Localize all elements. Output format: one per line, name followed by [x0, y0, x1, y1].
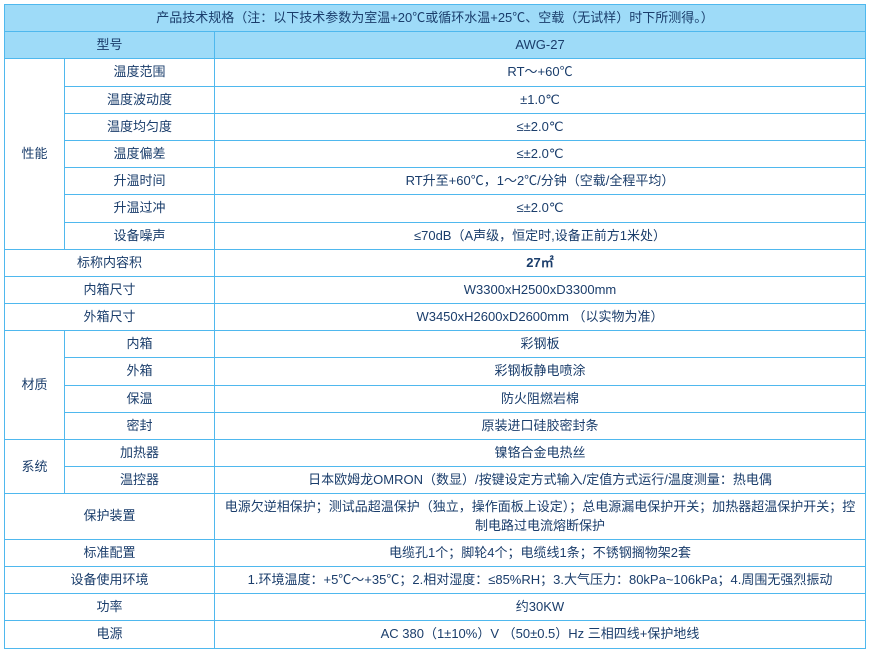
perf-fluctuation-row: 温度波动度 ±1.0℃ — [5, 86, 866, 113]
perf-uniformity-value: ≤±2.0℃ — [215, 113, 866, 140]
inner-dim-row: 内箱尺寸 W3300xH2500xD3300mm — [5, 276, 866, 303]
perf-deviation-value: ≤±2.0℃ — [215, 140, 866, 167]
system-heater-label: 加热器 — [65, 440, 215, 467]
material-seal-row: 密封 原装进口硅胶密封条 — [5, 412, 866, 439]
material-inner-label: 内箱 — [65, 331, 215, 358]
perf-deviation-row: 温度偏差 ≤±2.0℃ — [5, 140, 866, 167]
material-insulation-row: 保温 防火阻燃岩棉 — [5, 385, 866, 412]
supply-row: 电源 AC 380（1±10%）V （50±0.5）Hz 三相四线+保护地线 — [5, 621, 866, 648]
perf-uniformity-row: 温度均匀度 ≤±2.0℃ — [5, 113, 866, 140]
system-heater-row: 系统 加热器 镍铬合金电热丝 — [5, 440, 866, 467]
supply-value: AC 380（1±10%）V （50±0.5）Hz 三相四线+保护地线 — [215, 621, 866, 648]
material-seal-label: 密封 — [65, 412, 215, 439]
environment-label: 设备使用环境 — [5, 566, 215, 593]
model-value: AWG-27 — [215, 32, 866, 59]
outer-dim-label: 外箱尺寸 — [5, 304, 215, 331]
perf-temp-range-value: RT～+60℃ — [215, 59, 866, 86]
material-outer-label: 外箱 — [65, 358, 215, 385]
perf-deviation-label: 温度偏差 — [65, 140, 215, 167]
spec-table: 产品技术规格（注：以下技术参数为室温+20℃或循环水温+25℃、空载（无试样）时… — [4, 4, 866, 649]
material-group-label: 材质 — [5, 331, 65, 440]
model-label: 型号 — [5, 32, 215, 59]
environment-row: 设备使用环境 1.环境温度：+5℃～+35℃；2.相对湿度：≤85%RH；3.大… — [5, 566, 866, 593]
standard-config-label: 标准配置 — [5, 539, 215, 566]
standard-config-row: 标准配置 电缆孔1个；脚轮4个；电缆线1条；不锈钢搁物架2套 — [5, 539, 866, 566]
protection-value: 电源欠逆相保护；测试品超温保护（独立，操作面板上设定）；总电源漏电保护开关；加热… — [215, 494, 866, 539]
header-note-row: 产品技术规格（注：以下技术参数为室温+20℃或循环水温+25℃、空载（无试样）时… — [5, 5, 866, 32]
nominal-volume-label: 标称内容积 — [5, 249, 215, 276]
power-row: 功率 约30KW — [5, 594, 866, 621]
perf-fluctuation-label: 温度波动度 — [65, 86, 215, 113]
perf-heatup-time-label: 升温时间 — [65, 168, 215, 195]
system-controller-value: 日本欧姆龙OMRON（数显）/按键设定方式输入/定值方式运行/温度测量：热电偶 — [215, 467, 866, 494]
header-note-cell: 产品技术规格（注：以下技术参数为室温+20℃或循环水温+25℃、空载（无试样）时… — [5, 5, 866, 32]
material-insulation-value: 防火阻燃岩棉 — [215, 385, 866, 412]
outer-dim-row: 外箱尺寸 W3450xH2600xD2600mm （以实物为准） — [5, 304, 866, 331]
perf-overshoot-label: 升温过冲 — [65, 195, 215, 222]
material-inner-value: 彩钢板 — [215, 331, 866, 358]
perf-temp-range-row: 性能 温度范围 RT～+60℃ — [5, 59, 866, 86]
perf-overshoot-value: ≤±2.0℃ — [215, 195, 866, 222]
protection-label: 保护装置 — [5, 494, 215, 539]
perf-heatup-time-value: RT升至+60℃，1～2℃/分钟（空载/全程平均） — [215, 168, 866, 195]
material-insulation-label: 保温 — [65, 385, 215, 412]
environment-value: 1.环境温度：+5℃～+35℃；2.相对湿度：≤85%RH；3.大气压力：80k… — [215, 566, 866, 593]
perf-overshoot-row: 升温过冲 ≤±2.0℃ — [5, 195, 866, 222]
perf-uniformity-label: 温度均匀度 — [65, 113, 215, 140]
perf-noise-label: 设备噪声 — [65, 222, 215, 249]
system-heater-value: 镍铬合金电热丝 — [215, 440, 866, 467]
power-value: 约30KW — [215, 594, 866, 621]
material-inner-row: 材质 内箱 彩钢板 — [5, 331, 866, 358]
perf-group-label: 性能 — [5, 59, 65, 249]
supply-label: 电源 — [5, 621, 215, 648]
nominal-volume-row: 标称内容积 27㎡ — [5, 249, 866, 276]
perf-fluctuation-value: ±1.0℃ — [215, 86, 866, 113]
inner-dim-value: W3300xH2500xD3300mm — [215, 276, 866, 303]
material-seal-value: 原装进口硅胶密封条 — [215, 412, 866, 439]
perf-heatup-time-row: 升温时间 RT升至+60℃，1～2℃/分钟（空载/全程平均） — [5, 168, 866, 195]
power-label: 功率 — [5, 594, 215, 621]
material-outer-row: 外箱 彩钢板静电喷涂 — [5, 358, 866, 385]
material-outer-value: 彩钢板静电喷涂 — [215, 358, 866, 385]
protection-row: 保护装置 电源欠逆相保护；测试品超温保护（独立，操作面板上设定）；总电源漏电保护… — [5, 494, 866, 539]
perf-noise-value: ≤70dB（A声级，恒定时,设备正前方1米处） — [215, 222, 866, 249]
model-row: 型号 AWG-27 — [5, 32, 866, 59]
perf-noise-row: 设备噪声 ≤70dB（A声级，恒定时,设备正前方1米处） — [5, 222, 866, 249]
system-controller-label: 温控器 — [65, 467, 215, 494]
system-controller-row: 温控器 日本欧姆龙OMRON（数显）/按键设定方式输入/定值方式运行/温度测量：… — [5, 467, 866, 494]
system-group-label: 系统 — [5, 440, 65, 494]
standard-config-value: 电缆孔1个；脚轮4个；电缆线1条；不锈钢搁物架2套 — [215, 539, 866, 566]
outer-dim-value: W3450xH2600xD2600mm （以实物为准） — [215, 304, 866, 331]
perf-temp-range-label: 温度范围 — [65, 59, 215, 86]
inner-dim-label: 内箱尺寸 — [5, 276, 215, 303]
nominal-volume-value: 27㎡ — [215, 249, 866, 276]
